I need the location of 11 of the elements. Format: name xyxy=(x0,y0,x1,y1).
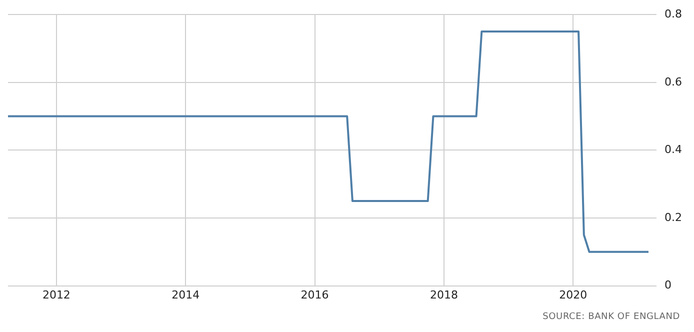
y-tick-label: 0.2 xyxy=(664,210,682,224)
x-tick-label: 2016 xyxy=(300,288,329,302)
source-note: SOURCE: BANK OF ENGLAND xyxy=(542,312,680,322)
y-tick-label: 0.6 xyxy=(664,75,682,88)
y-tick-label: 0.4 xyxy=(664,143,682,156)
y-tick-label: 0.8 xyxy=(664,7,682,20)
x-tick-label: 2014 xyxy=(172,288,200,302)
x-tick-label: 2012 xyxy=(42,288,70,302)
x-tick-label: 2018 xyxy=(430,288,458,302)
x-tick-label: 2020 xyxy=(559,288,588,302)
y-tick-label: 0 xyxy=(664,278,672,292)
